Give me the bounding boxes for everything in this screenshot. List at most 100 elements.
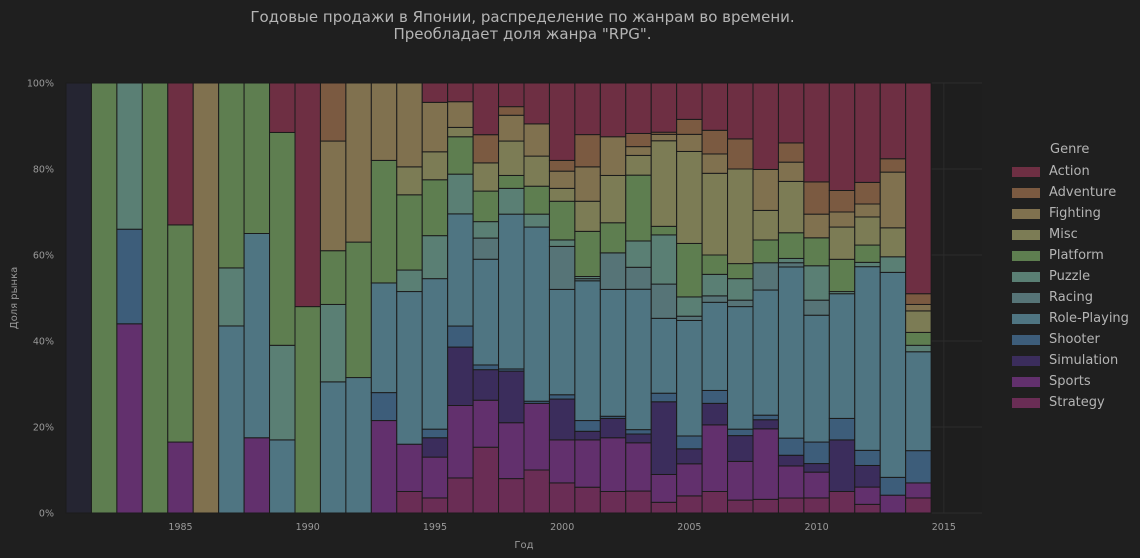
bar-segment-action-2007	[727, 82, 754, 140]
bar-segment-misc-2006	[701, 172, 729, 256]
bar-segment-simulation-2012	[854, 464, 881, 488]
bar-segment-shooter-2006	[701, 389, 729, 404]
bar-segment-action-2010	[803, 82, 830, 183]
bar-segment-simulation-1998	[498, 370, 525, 424]
bar-segment-role-playing-1998	[498, 213, 525, 370]
bar-segment-racing-2000	[548, 245, 576, 290]
bar-segment-strategy-2011	[828, 491, 856, 514]
bar-empty-1981	[65, 82, 92, 514]
bar-segment-platform-1991	[319, 250, 347, 305]
bar-segment-adventure-2012	[854, 181, 881, 205]
bar-segment-strategy-1996	[447, 477, 474, 514]
bar-segment-shooter-2007	[727, 428, 754, 437]
bar-segment-strategy-1999	[523, 469, 550, 514]
legend-item-fighting: Fighting	[1000, 203, 1135, 224]
bar-segment-sports-1996	[447, 405, 474, 479]
bar-segment-action-1998	[498, 82, 525, 108]
bar-segment-shooter-2014	[905, 450, 932, 484]
bar-segment-misc-2004	[650, 140, 678, 227]
bar-segment-platform-2007	[727, 263, 754, 280]
bar-segment-action-2002	[599, 82, 627, 138]
legend-swatch	[1012, 166, 1040, 177]
bar-segment-platform-1984	[141, 82, 169, 514]
bar-segment-racing-2007	[727, 299, 754, 308]
bar-segment-fighting-1994	[396, 82, 423, 168]
bar-segment-action-2014	[905, 82, 932, 295]
x-tick-label: 2000	[550, 522, 574, 533]
bar-segment-platform-1998	[498, 174, 525, 189]
bar-segment-platform-2008	[752, 239, 779, 264]
x-tick-label: 1985	[168, 522, 192, 533]
bar-segment-puzzle-1989	[269, 344, 296, 441]
bar-segment-racing-2010	[803, 299, 830, 316]
bar-segment-platform-2012	[854, 244, 881, 263]
bar-segment-fighting-2013	[879, 171, 907, 229]
bar-segment-sports-1985	[167, 441, 194, 514]
legend: Genre Action Adventure Fighting Misc Platfor…	[1000, 142, 1135, 413]
bar-segment-fighting-2001	[574, 166, 601, 202]
bar-segment-misc-2000	[548, 187, 576, 202]
legend-label: Adventure	[1049, 185, 1117, 200]
bar-segment-misc-2007	[727, 168, 754, 265]
bar-segment-strategy-1995	[421, 497, 449, 514]
bar-segment-strategy-2005	[676, 495, 703, 514]
bar-segment-adventure-2001	[574, 134, 601, 168]
legend-item-puzzle: Puzzle	[1000, 266, 1135, 287]
bar-segment-role-playing-1999	[523, 226, 550, 402]
bar-segment-racing-2003	[625, 266, 652, 290]
bar-segment-action-1997	[472, 82, 500, 136]
bar-segment-fighting-1986	[192, 82, 220, 514]
y-axis-label: Доля рынка	[9, 267, 20, 329]
bar-segment-shooter-2008	[752, 414, 779, 421]
bar-segment-sports-2004	[650, 473, 678, 503]
bar-segment-role-playing-1995	[421, 278, 449, 430]
bar-segment-action-2013	[879, 82, 907, 160]
bar-segment-simulation-2003	[625, 433, 652, 444]
bar-segment-misc-1994	[396, 166, 423, 196]
legend-label: Action	[1049, 164, 1090, 179]
bar-segment-action-2005	[676, 82, 703, 120]
bar-segment-role-playing-2000	[548, 288, 576, 396]
bar-segment-sports-2010	[803, 471, 830, 499]
legend-item-shooter: Shooter	[1000, 329, 1135, 350]
bar-segment-adventure-1997	[472, 134, 500, 164]
bar-segment-simulation-2002	[599, 417, 627, 439]
bar-segment-racing-1997	[472, 237, 500, 260]
bar-segment-fighting-2008	[752, 168, 779, 211]
bar-segment-role-playing-2008	[752, 289, 779, 416]
bar-segment-simulation-2011	[828, 439, 856, 492]
bar-segment-strategy-2007	[727, 499, 754, 514]
bar-segment-fighting-1992	[345, 82, 372, 243]
bar-segment-platform-1992	[345, 241, 372, 379]
y-tick-label: 60%	[33, 251, 54, 262]
bar-segment-strategy-2014	[905, 497, 932, 514]
bar-segment-platform-2004	[650, 225, 678, 236]
legend-swatch	[1012, 229, 1040, 240]
bar-segment-simulation-2000	[548, 398, 576, 441]
bar-segment-fighting-2003	[625, 146, 652, 156]
bar-segment-simulation-1996	[447, 346, 474, 406]
bar-segment-shooter-2005	[676, 435, 703, 450]
legend-label: Racing	[1049, 290, 1093, 305]
bar-segment-puzzle-2003	[625, 240, 652, 268]
bar-segment-shooter-2004	[650, 392, 678, 403]
bar-segment-puzzle-1987	[218, 267, 245, 327]
bar-segment-adventure-2003	[625, 132, 652, 148]
bar-segment-sports-2003	[625, 442, 652, 492]
bar-segment-role-playing-2002	[599, 288, 627, 417]
legend-swatch	[1012, 208, 1040, 219]
bar-segment-fighting-2002	[599, 136, 627, 176]
legend-item-misc: Misc	[1000, 224, 1135, 245]
x-tick-label: 2010	[805, 522, 829, 533]
bar-segment-fighting-2012	[854, 203, 881, 218]
bar-segment-role-playing-2011	[828, 293, 856, 419]
legend-label: Misc	[1049, 227, 1078, 242]
legend-swatch	[1012, 376, 1040, 387]
bar-segment-role-playing-1991	[319, 381, 347, 514]
bar-segment-fighting-1991	[319, 140, 347, 252]
bar-segment-platform-2010	[803, 237, 830, 267]
bar-segment-role-playing-2013	[879, 271, 907, 478]
bar-segment-platform-1982	[90, 82, 118, 514]
bar-segment-role-playing-2004	[650, 317, 678, 394]
bar-segment-fighting-1995	[421, 101, 449, 153]
